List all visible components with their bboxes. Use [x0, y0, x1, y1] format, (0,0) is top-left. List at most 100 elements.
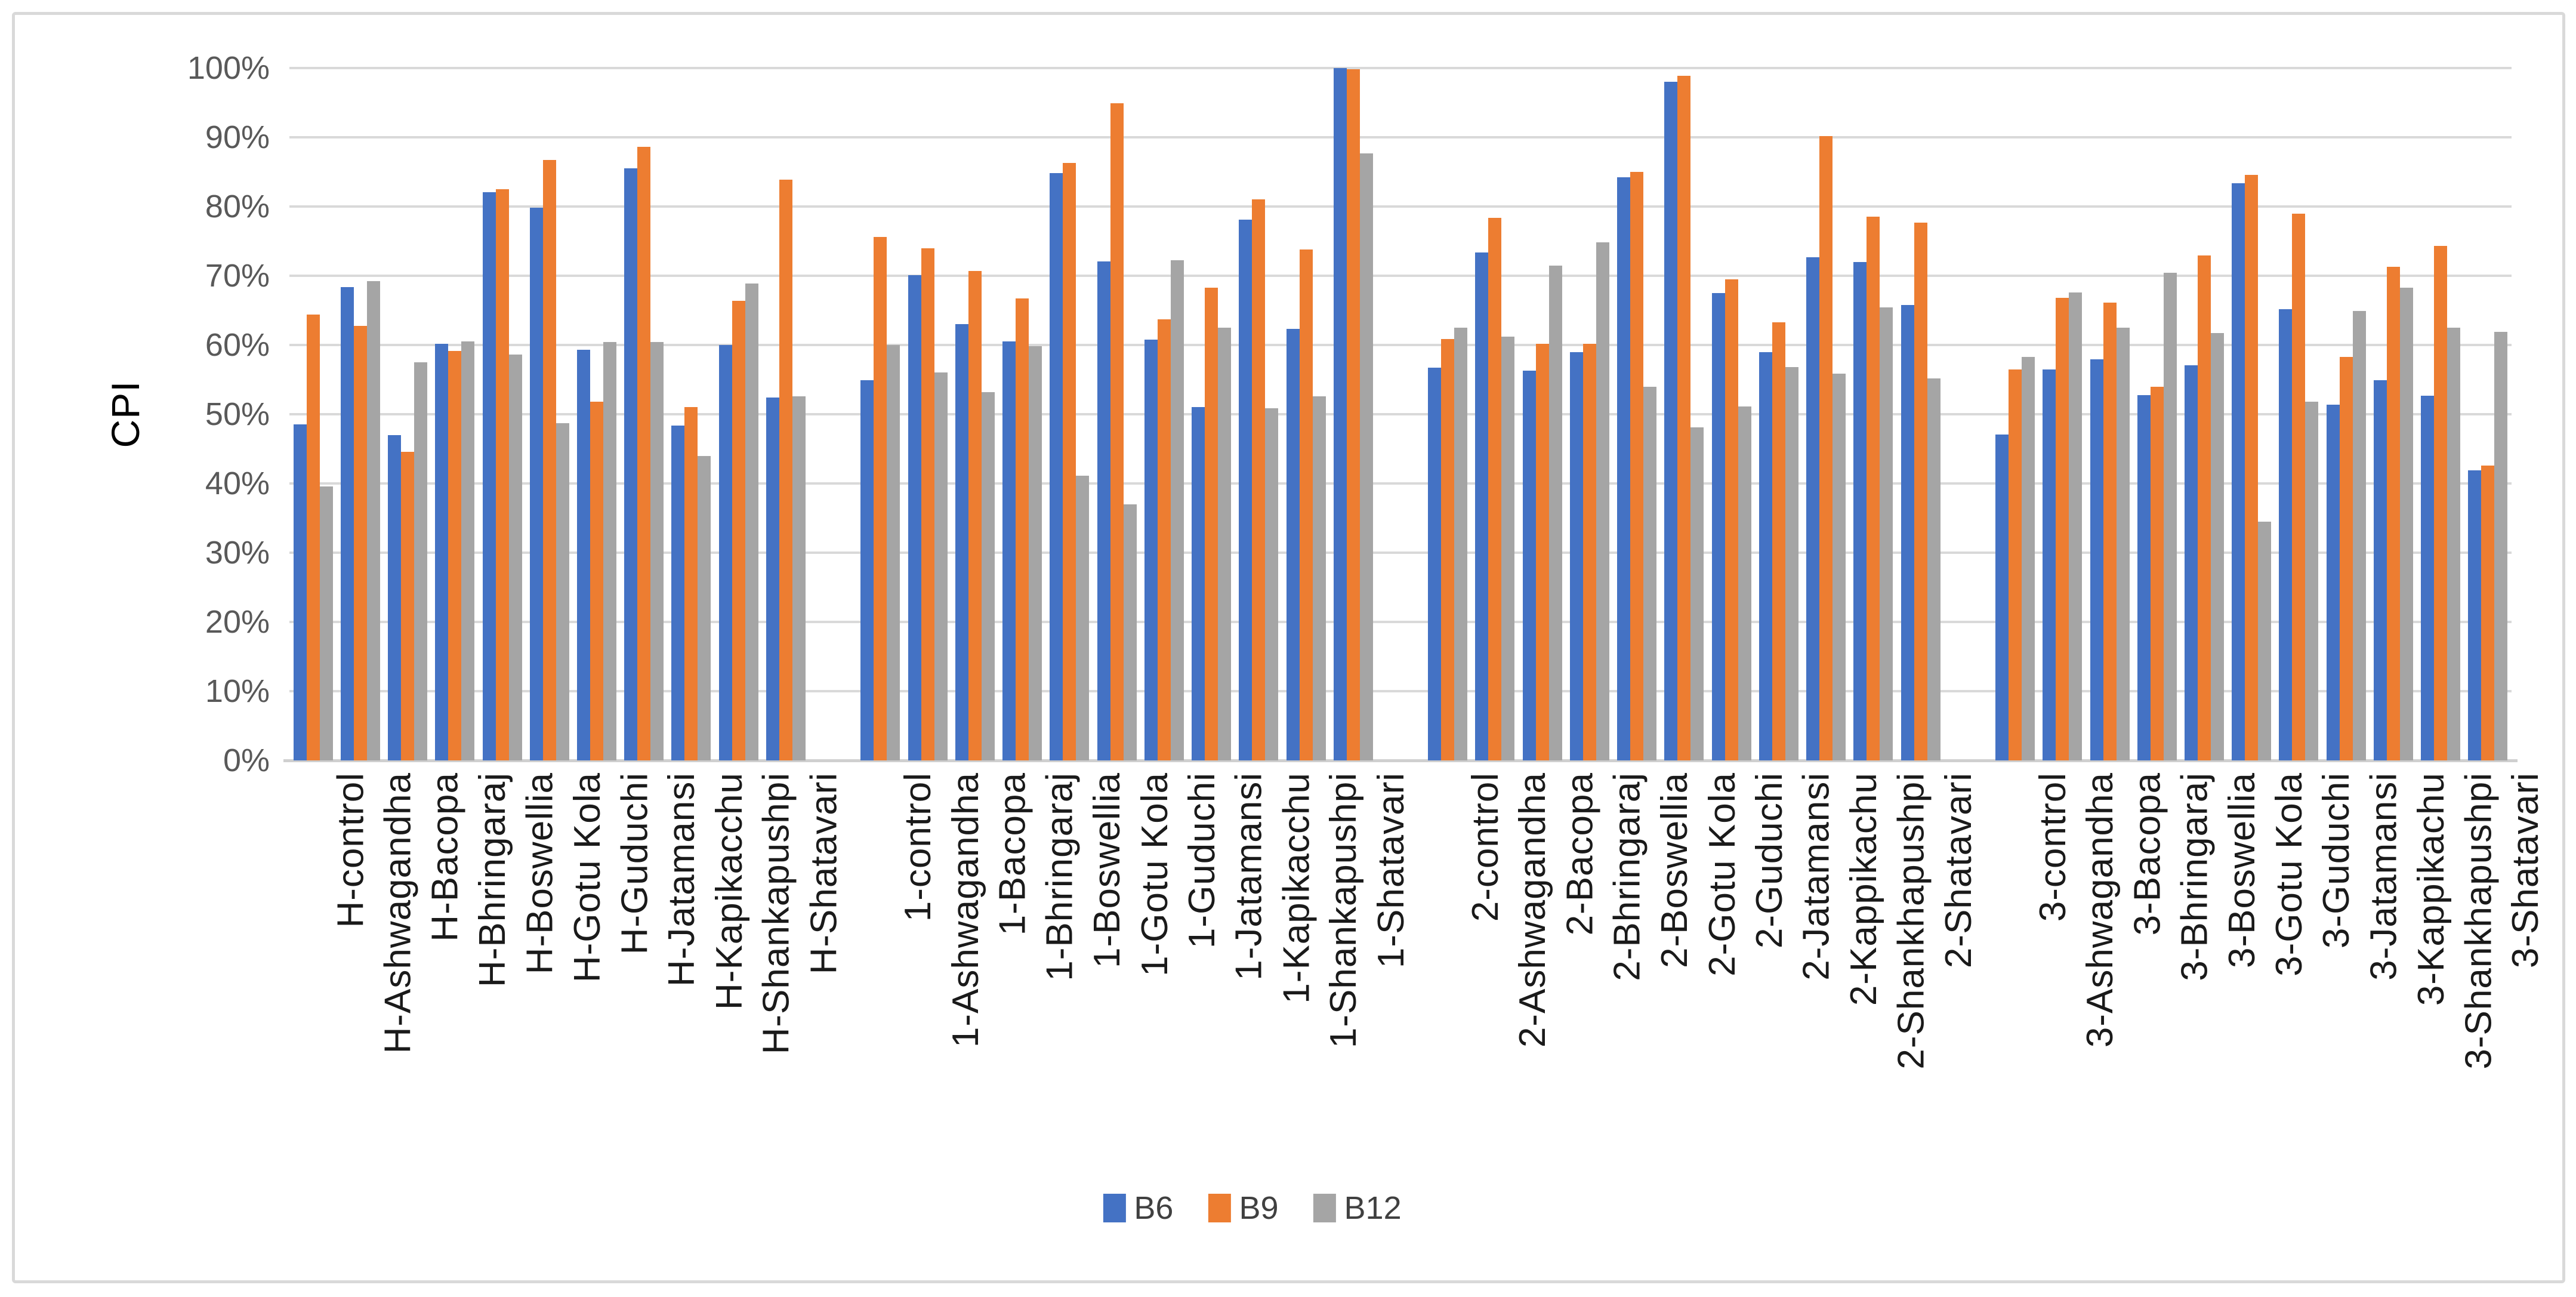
bar-b6 — [1711, 293, 1725, 760]
bar-b6 — [1806, 257, 1820, 760]
x-axis-label: 2-Bacopa — [1559, 772, 1601, 936]
bar-b12 — [2494, 331, 2508, 760]
x-axis-label: 3-Kappikachu — [2410, 772, 2452, 1006]
bar-b12 — [981, 392, 995, 760]
bar-b12 — [319, 486, 333, 760]
bar-b9 — [874, 237, 887, 760]
bar-b6 — [2043, 369, 2056, 760]
bar-b6 — [2090, 359, 2103, 760]
bar-b6 — [1333, 68, 1347, 760]
bar-b9 — [1205, 287, 1218, 760]
x-axis-label: 2-Shatavari — [1938, 772, 1979, 969]
bar-b9 — [684, 407, 698, 760]
bar-b12 — [2116, 328, 2130, 760]
x-axis-label: H-Shatavari — [803, 772, 844, 975]
bar-b12 — [1312, 396, 1326, 760]
bar-b6 — [2373, 380, 2387, 760]
x-axis-label: 1-Jatamansi — [1229, 772, 1270, 981]
bar-b12 — [1359, 153, 1373, 760]
bar-b9 — [2292, 213, 2306, 760]
bar-b9 — [968, 270, 982, 760]
bar-b9 — [1582, 343, 1596, 760]
bar-b12 — [508, 355, 522, 760]
x-axis-label: 2-Guduchi — [1748, 772, 1790, 949]
bar-b6 — [293, 424, 307, 760]
bar-b12 — [603, 342, 617, 760]
bar-b6 — [2468, 470, 2482, 760]
x-axis-label: 1-control — [897, 772, 939, 922]
x-axis-label: H-Kapikacchu — [708, 772, 750, 1010]
gridline — [289, 67, 2512, 69]
x-axis-label: 3-Bhringaraj — [2174, 772, 2216, 981]
bar-b12 — [1880, 307, 1893, 760]
bar-b12 — [650, 342, 664, 760]
x-axis-label: 3-control — [2032, 772, 2074, 922]
legend-swatch-b12-icon — [1313, 1194, 1336, 1222]
bar-b9 — [2481, 465, 2495, 760]
bar-b9 — [1016, 298, 1029, 760]
bar-b6 — [482, 192, 496, 760]
gridline — [289, 344, 2512, 346]
bar-b12 — [2258, 521, 2272, 760]
bar-b9 — [1535, 343, 1549, 760]
x-axis-label: H-Ashwagandha — [377, 772, 419, 1054]
bar-b12 — [1170, 260, 1184, 760]
x-axis-label: H-Jatamansi — [661, 772, 703, 987]
bar-b6 — [529, 208, 543, 760]
gridline — [289, 136, 2512, 138]
bar-b12 — [2210, 333, 2224, 760]
x-axis-label: H-Gotu Kola — [566, 772, 608, 983]
bar-b6 — [1144, 339, 1158, 760]
bar-b6 — [1002, 341, 1016, 760]
bar-b6 — [718, 345, 732, 760]
bar-b12 — [1029, 346, 1042, 760]
y-axis-label: 50% — [205, 396, 270, 432]
bar-b9 — [921, 248, 934, 760]
x-axis-label: 2-Gotu Kola — [1701, 772, 1743, 976]
bar-b9 — [1724, 279, 1738, 760]
bar-b12 — [414, 362, 428, 760]
bar-b12 — [1643, 386, 1657, 760]
bar-b9 — [1063, 162, 1076, 760]
bar-b12 — [1927, 378, 1941, 760]
bar-b9 — [1252, 199, 1266, 760]
bar-b9 — [542, 160, 556, 760]
x-axis-label: 2-Jatamansi — [1796, 772, 1837, 981]
bar-b12 — [1785, 367, 1798, 760]
gridline — [289, 413, 2512, 415]
bar-b9 — [779, 179, 792, 760]
bar-b9 — [1819, 135, 1833, 760]
bar-b6 — [2184, 365, 2198, 760]
bar-b6 — [435, 343, 449, 760]
x-axis-label: 3-Guduchi — [2316, 772, 2358, 949]
bar-b9 — [495, 189, 509, 760]
bar-b6 — [1286, 329, 1300, 760]
x-axis-label: 1-Kapikacchu — [1276, 772, 1318, 1004]
bar-b9 — [1914, 222, 1927, 760]
bar-b6 — [860, 380, 874, 760]
x-axis-label: 3-Boswellia — [2221, 772, 2263, 969]
bar-b12 — [1548, 265, 1562, 760]
x-axis-label: 2-Shankhapushpi — [1890, 772, 1932, 1070]
legend-label-b12: B12 — [1344, 1190, 1402, 1226]
bar-b9 — [448, 351, 462, 760]
bar-b9 — [1488, 217, 1502, 760]
bar-b9 — [353, 325, 367, 760]
x-axis-label: H-Shankapushpi — [755, 772, 797, 1055]
legend: B6 B9 B12 — [1103, 1191, 1402, 1225]
y-axis-label: 100% — [187, 50, 270, 86]
x-axis-label: 1-Bacopa — [992, 772, 1034, 936]
x-axis-label: 1-Guduchi — [1181, 772, 1223, 949]
legend-item-b12: B12 — [1313, 1191, 1402, 1225]
bar-b12 — [2022, 356, 2035, 760]
x-axis-label: 2-Ashwagandha — [1512, 772, 1554, 1048]
x-axis-label: H-Bhringaraj — [472, 772, 514, 988]
bar-b12 — [2069, 292, 2083, 760]
bar-b6 — [2137, 395, 2151, 760]
bar-b6 — [1617, 177, 1631, 760]
bar-b12 — [887, 345, 900, 760]
x-axis-line — [283, 759, 2518, 762]
bar-b6 — [766, 398, 779, 760]
bar-b12 — [1832, 373, 1846, 760]
